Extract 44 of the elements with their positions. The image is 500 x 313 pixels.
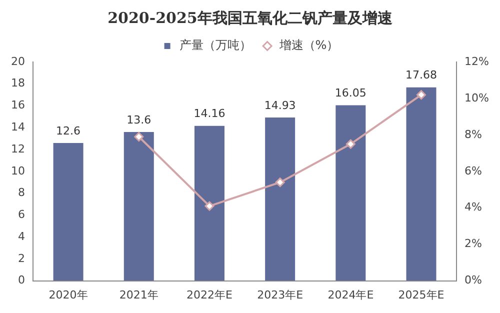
point <box>134 132 144 142</box>
x-tick-label: 2021年 <box>119 288 158 302</box>
chart-title: 2020-2025年我国五氧化二钒产量及增速 <box>106 8 394 29</box>
point <box>275 178 285 188</box>
data-label: 17.68 <box>406 68 438 82</box>
y2-tick-label: 8% <box>464 128 482 141</box>
y2-tick-label: 2% <box>464 237 482 250</box>
bar <box>336 105 366 281</box>
y2-tick-label: 0% <box>464 274 482 287</box>
bar <box>53 142 84 281</box>
y-tick-label: 8 <box>18 186 25 200</box>
y2-tick-label: 6% <box>464 164 482 178</box>
point <box>204 201 214 211</box>
x-tick-label: 2020年 <box>48 288 88 302</box>
y-tick-label: 6 <box>18 208 25 222</box>
y-tick-label: 10 <box>10 164 25 178</box>
x-tick-label: 2024年E <box>328 288 374 302</box>
legend-label: 产量（万吨） <box>179 38 252 52</box>
bar <box>406 87 436 281</box>
x-tick-label: 2025年E <box>398 288 444 302</box>
y-tick-label: 2 <box>18 252 25 265</box>
y-tick-label: 0 <box>18 274 25 287</box>
bar <box>194 126 224 281</box>
x-tick-label: 2022年E <box>186 288 232 302</box>
data-label: 14.16 <box>194 107 226 120</box>
point <box>346 139 356 149</box>
y-tick-label: 4 <box>18 230 25 243</box>
y2-tick-label: 4% <box>464 200 482 214</box>
y-tick-label: 12 <box>10 142 25 156</box>
bar <box>124 132 154 281</box>
y2-tick-label: 10% <box>464 91 490 104</box>
data-label: 16.05 <box>334 86 366 100</box>
y-tick-label: 16 <box>10 98 25 112</box>
legend-label: 增速（%） <box>278 38 339 52</box>
y-tick-label: 18 <box>10 76 25 90</box>
bar <box>265 117 296 281</box>
data-label: 12.6 <box>56 124 81 138</box>
x-tick-label: 2023年E <box>257 288 304 302</box>
point <box>416 90 426 100</box>
y-tick-label: 14 <box>10 120 25 134</box>
data-label: 14.93 <box>264 98 296 112</box>
y2-tick-label: 12% <box>464 54 490 68</box>
y-tick-label: 20 <box>10 54 25 68</box>
data-label: 13.6 <box>126 113 152 126</box>
